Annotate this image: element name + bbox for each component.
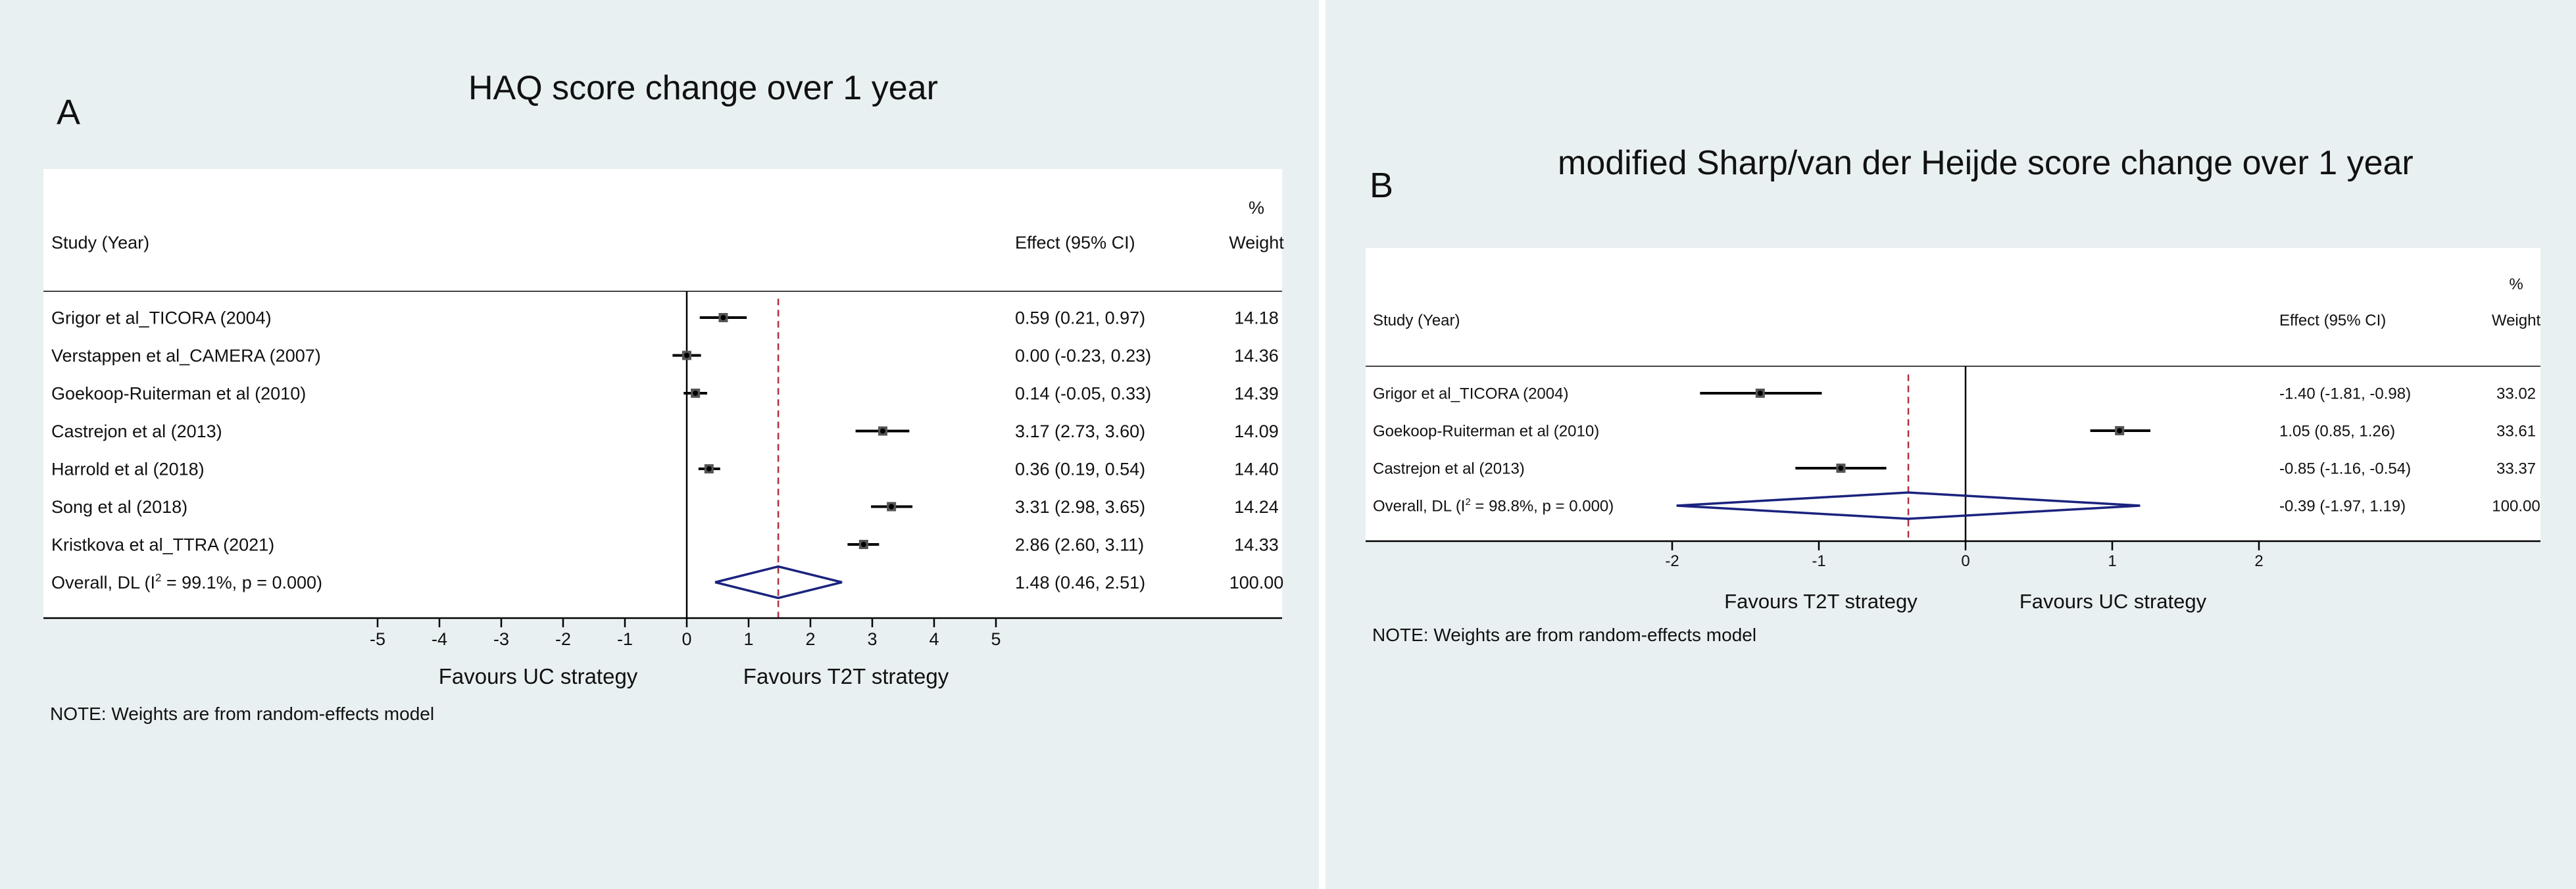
x-tick-label: 2 — [2254, 552, 2263, 570]
weight-value: 14.39 — [1234, 383, 1279, 403]
study-label: Song et al (2018) — [51, 497, 187, 517]
effect-ci-text: 3.17 (2.73, 3.60) — [1015, 421, 1145, 441]
x-tick-label: -2 — [555, 629, 571, 649]
favours-right-label: Favours UC strategy — [2019, 590, 2207, 613]
weight-value: 14.36 — [1234, 346, 1279, 366]
study-label: Kristkova et al_TTRA (2021) — [51, 535, 274, 554]
chart-title: modified Sharp/van der Heijde score chan… — [1558, 144, 2414, 182]
effect-ci-text: 1.05 (0.85, 1.26) — [2279, 422, 2395, 440]
study-label: Grigor et al_TICORA (2004) — [1373, 385, 1568, 402]
x-tick-label: 0 — [681, 629, 691, 649]
footnote: NOTE: Weights are from random-effects mo… — [1372, 625, 1757, 645]
study-label: Goekoop-Ruiterman et al (2010) — [1373, 422, 1599, 440]
x-tick-label: 5 — [991, 629, 1001, 649]
effect-ci-text: 0.59 (0.21, 0.97) — [1015, 308, 1145, 327]
weight-value: 14.40 — [1234, 459, 1279, 479]
effect-ci-text: 0.00 (-0.23, 0.23) — [1015, 346, 1151, 366]
forest-plot-panel-a: A HAQ score change over 1 year % Study (Y… — [43, 69, 1284, 724]
effect-point — [889, 504, 895, 510]
study-label: Verstappen et al_CAMERA (2007) — [51, 346, 321, 366]
effect-point — [684, 352, 689, 358]
weight-column-header: Weight — [1229, 233, 1284, 252]
x-tick-label: -4 — [432, 629, 447, 649]
overall-effect-ci-text: -0.39 (-1.97, 1.19) — [2279, 497, 2406, 515]
study-label: Castrejon et al (2013) — [1373, 460, 1525, 477]
effect-point — [860, 542, 866, 547]
plot-area — [1366, 248, 2540, 541]
weight-value: 33.37 — [2496, 460, 2536, 477]
x-tick-label: 1 — [743, 629, 753, 649]
overall-effect-ci-text: 1.48 (0.46, 2.51) — [1015, 573, 1145, 592]
effect-point — [720, 315, 726, 320]
favours-left-label: Favours UC strategy — [439, 664, 638, 688]
effect-point — [1838, 466, 1844, 471]
effect-column-header: Effect (95% CI) — [1015, 233, 1135, 252]
x-tick-label: 2 — [805, 629, 815, 649]
effect-ci-text: 3.31 (2.98, 3.65) — [1015, 497, 1145, 517]
overall-weight-value: 100.00 — [1229, 573, 1284, 592]
effect-ci-text: 0.36 (0.19, 0.54) — [1015, 459, 1145, 479]
overall-diamond — [1676, 491, 2141, 520]
effect-column-header: Effect (95% CI) — [2279, 312, 2386, 329]
weight-value: 14.18 — [1234, 308, 1279, 327]
overall-diamond — [714, 565, 843, 600]
study-label: Castrejon et al (2013) — [51, 421, 222, 441]
effect-point — [693, 391, 699, 396]
x-tick-label: -3 — [493, 629, 509, 649]
footnote: NOTE: Weights are from random-effects mo… — [50, 704, 435, 724]
study-column-header: Study (Year) — [1373, 312, 1460, 329]
effect-point — [1757, 391, 1763, 396]
effect-ci-text: 0.14 (-0.05, 0.33) — [1015, 383, 1151, 403]
weight-value: 14.24 — [1234, 497, 1279, 517]
effect-ci-text: -1.40 (-1.81, -0.98) — [2279, 385, 2411, 402]
overall-label: Overall, DL (I2 = 98.8%, p = 0.000) — [1373, 497, 1614, 516]
study-label: Goekoop-Ruiterman et al (2010) — [51, 383, 306, 403]
panel-label: B — [1370, 166, 1394, 205]
panel-divider — [1319, 0, 1325, 889]
weight-percent-header: % — [1249, 198, 1264, 218]
overall-weight-value: 100.00 — [2492, 497, 2540, 515]
effect-ci-text: -0.85 (-1.16, -0.54) — [2279, 460, 2411, 477]
favours-left-label: Favours T2T strategy — [1724, 590, 1918, 613]
effect-point — [2117, 428, 2123, 433]
effect-ci-text: 2.86 (2.60, 3.11) — [1015, 535, 1144, 554]
forest-plot-svg: % Study (Year) Effect (95% CI) Weight Grigor… — [1366, 276, 2541, 613]
weight-value: 14.09 — [1234, 421, 1279, 441]
overall-label: Overall, DL (I2 = 99.1%, p = 0.000) — [51, 571, 322, 592]
x-tick-label: 0 — [1961, 552, 1969, 570]
weight-value: 33.61 — [2496, 422, 2536, 440]
x-tick-label: -5 — [370, 629, 385, 649]
chart-title: HAQ score change over 1 year — [468, 69, 938, 107]
study-column-header: Study (Year) — [51, 233, 149, 252]
panel-label: A — [57, 93, 81, 132]
plot-area — [43, 169, 1282, 618]
effect-point — [706, 466, 712, 471]
weight-percent-header: % — [2509, 276, 2523, 293]
weight-column-header: Weight — [2492, 312, 2541, 329]
weight-value: 33.02 — [2496, 385, 2536, 402]
study-label: Grigor et al_TICORA (2004) — [51, 308, 272, 327]
effect-point — [879, 428, 885, 434]
x-tick-label: 4 — [929, 629, 939, 649]
favours-right-label: Favours T2T strategy — [743, 664, 949, 688]
x-tick-label: 3 — [867, 629, 877, 649]
weight-value: 14.33 — [1234, 535, 1279, 554]
study-label: Harrold et al (2018) — [51, 459, 205, 479]
forest-plot-panel-b: B modified Sharp/van der Heijde score ch… — [1325, 0, 2576, 889]
x-tick-label: -1 — [617, 629, 633, 649]
forest-plot-svg: % Study (Year) Effect (95% CI) Weight Grigor… — [43, 198, 1284, 688]
x-tick-label: -2 — [1665, 552, 1679, 570]
x-tick-label: 1 — [2108, 552, 2116, 570]
x-tick-label: -1 — [1812, 552, 1825, 570]
